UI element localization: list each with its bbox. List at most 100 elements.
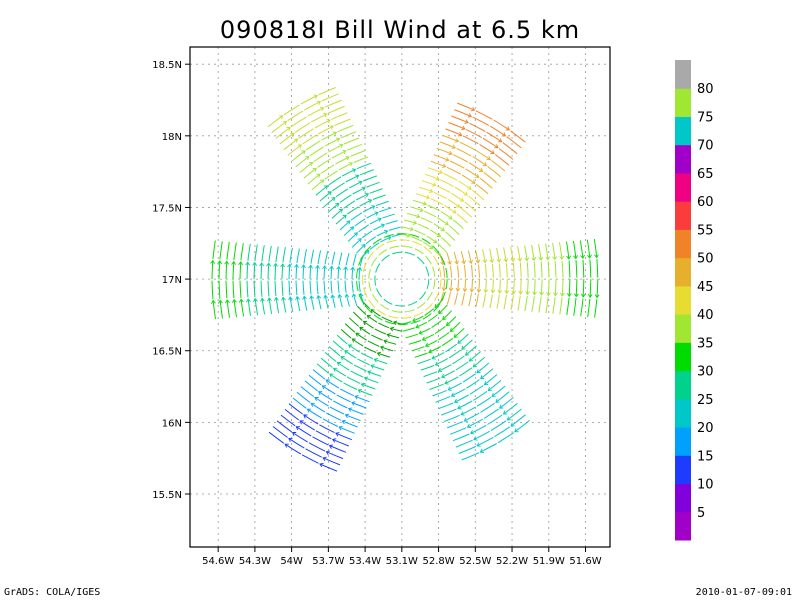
- wind-vector-arrowhead: [245, 261, 250, 266]
- wind-vector-arrowhead: [437, 367, 443, 373]
- wind-vector-arrowhead: [470, 106, 476, 112]
- y-tick-label: 18.5N: [152, 60, 182, 71]
- wind-vector: [339, 220, 351, 231]
- wind-vector: [552, 297, 556, 314]
- wind-vector: [494, 426, 511, 438]
- wind-vector: [335, 214, 347, 225]
- wind-vector: [347, 206, 359, 215]
- wind-vector-arrowhead: [438, 309, 443, 315]
- wind-vector-arrowhead: [331, 438, 337, 443]
- wind-vector: [454, 109, 472, 117]
- wind-vector-arrowhead: [461, 345, 466, 350]
- wind-vector-arrowhead: [301, 150, 306, 155]
- x-tick-label: 52.5W: [459, 556, 491, 567]
- wind-vector: [472, 156, 487, 166]
- wind-vector-arrowhead: [217, 260, 222, 265]
- wind-vector: [429, 383, 444, 390]
- colorbar-swatch: [675, 483, 691, 513]
- y-tick-label: 18N: [162, 132, 182, 143]
- wind-vector-arrowhead: [361, 244, 366, 249]
- wind-vector-arrowhead: [451, 144, 456, 149]
- wind-vector: [302, 280, 305, 295]
- wind-vector: [319, 463, 338, 472]
- wind-vector-arrowhead: [532, 291, 537, 296]
- wind-vector: [458, 180, 472, 190]
- wind-vector-arrowhead: [284, 443, 289, 448]
- wind-vector: [559, 242, 563, 260]
- wind-vector-arrowhead: [341, 419, 346, 425]
- wind-vector-arrowhead: [309, 295, 314, 300]
- wind-vector-arrowhead: [370, 309, 375, 314]
- wind-vector: [352, 253, 357, 266]
- wind-vector: [426, 377, 441, 384]
- colorbar-label: 40: [697, 308, 714, 323]
- wind-vector: [212, 300, 216, 320]
- wind-vector: [426, 235, 437, 244]
- x-tick-label: 51.6W: [569, 556, 601, 567]
- wind-vector: [246, 262, 249, 280]
- wind-vector-arrowhead: [299, 420, 304, 425]
- wind-vector: [411, 236, 423, 242]
- wind-vector: [446, 166, 461, 175]
- wind-vector-arrowhead: [434, 361, 439, 366]
- wind-vector-arrowhead: [455, 287, 461, 293]
- wind-vector: [575, 279, 578, 297]
- wind-vector: [303, 167, 317, 179]
- eyewall-ring: [368, 245, 436, 313]
- colorbar-swatch: [675, 88, 691, 117]
- wind-vector: [322, 385, 336, 395]
- wind-vector-arrowhead: [442, 315, 447, 321]
- wind-vector: [415, 193, 430, 199]
- wind-vector: [475, 293, 479, 307]
- wind-vector: [408, 340, 422, 345]
- wind-vector: [475, 150, 491, 161]
- plot-frame: [189, 46, 611, 548]
- wind-vector-arrowhead: [524, 257, 530, 262]
- wind-vector: [370, 309, 381, 317]
- wind-vector-arrowhead: [314, 397, 319, 401]
- wind-vector-arrowhead: [587, 293, 593, 299]
- wind-vector: [450, 279, 453, 291]
- wind-vector: [446, 252, 451, 265]
- wind-vector: [510, 414, 526, 427]
- wind-vector: [421, 180, 436, 186]
- wind-vector-arrowhead: [267, 297, 272, 302]
- wind-vector-arrowhead: [476, 442, 481, 447]
- wind-vector: [513, 279, 515, 294]
- wind-vector: [283, 138, 298, 151]
- wind-vector-arrowhead: [483, 289, 489, 294]
- wind-vector: [212, 240, 216, 260]
- wind-vector: [359, 254, 364, 267]
- wind-vector: [469, 351, 481, 362]
- wind-vector: [482, 249, 486, 263]
- x-tick-label: 54.6W: [202, 556, 234, 567]
- wind-vector: [441, 237, 452, 247]
- wind-vector-arrowhead: [480, 375, 485, 380]
- colorbar-swatch: [675, 455, 691, 485]
- wind-vector-arrowhead: [469, 288, 475, 293]
- y-tick-label: 15.5N: [152, 490, 182, 501]
- wind-vector: [281, 263, 284, 280]
- wind-vector: [332, 182, 345, 192]
- wind-vector-arrowhead: [545, 256, 551, 261]
- wind-vector-arrowhead: [566, 255, 571, 260]
- wind-vector-arrowhead: [366, 315, 371, 320]
- wind-vector-arrowhead: [371, 205, 376, 210]
- wind-vector-arrowhead: [377, 217, 382, 222]
- wind-vector: [480, 402, 495, 413]
- wind-vector: [424, 173, 440, 180]
- wind-vector: [492, 279, 494, 293]
- wind-vector: [267, 115, 283, 128]
- wind-vector: [276, 420, 292, 433]
- wind-vector: [594, 299, 598, 318]
- wind-vector-arrowhead: [580, 293, 586, 298]
- wind-vector: [275, 126, 291, 139]
- wind-vector: [430, 198, 444, 206]
- wind-vector: [338, 252, 343, 266]
- wind-vector-arrowhead: [499, 404, 504, 409]
- wind-vector: [454, 394, 469, 403]
- wind-vector: [363, 175, 377, 182]
- wind-vector-arrowhead: [323, 113, 328, 118]
- wind-vector-arrowhead: [452, 209, 457, 214]
